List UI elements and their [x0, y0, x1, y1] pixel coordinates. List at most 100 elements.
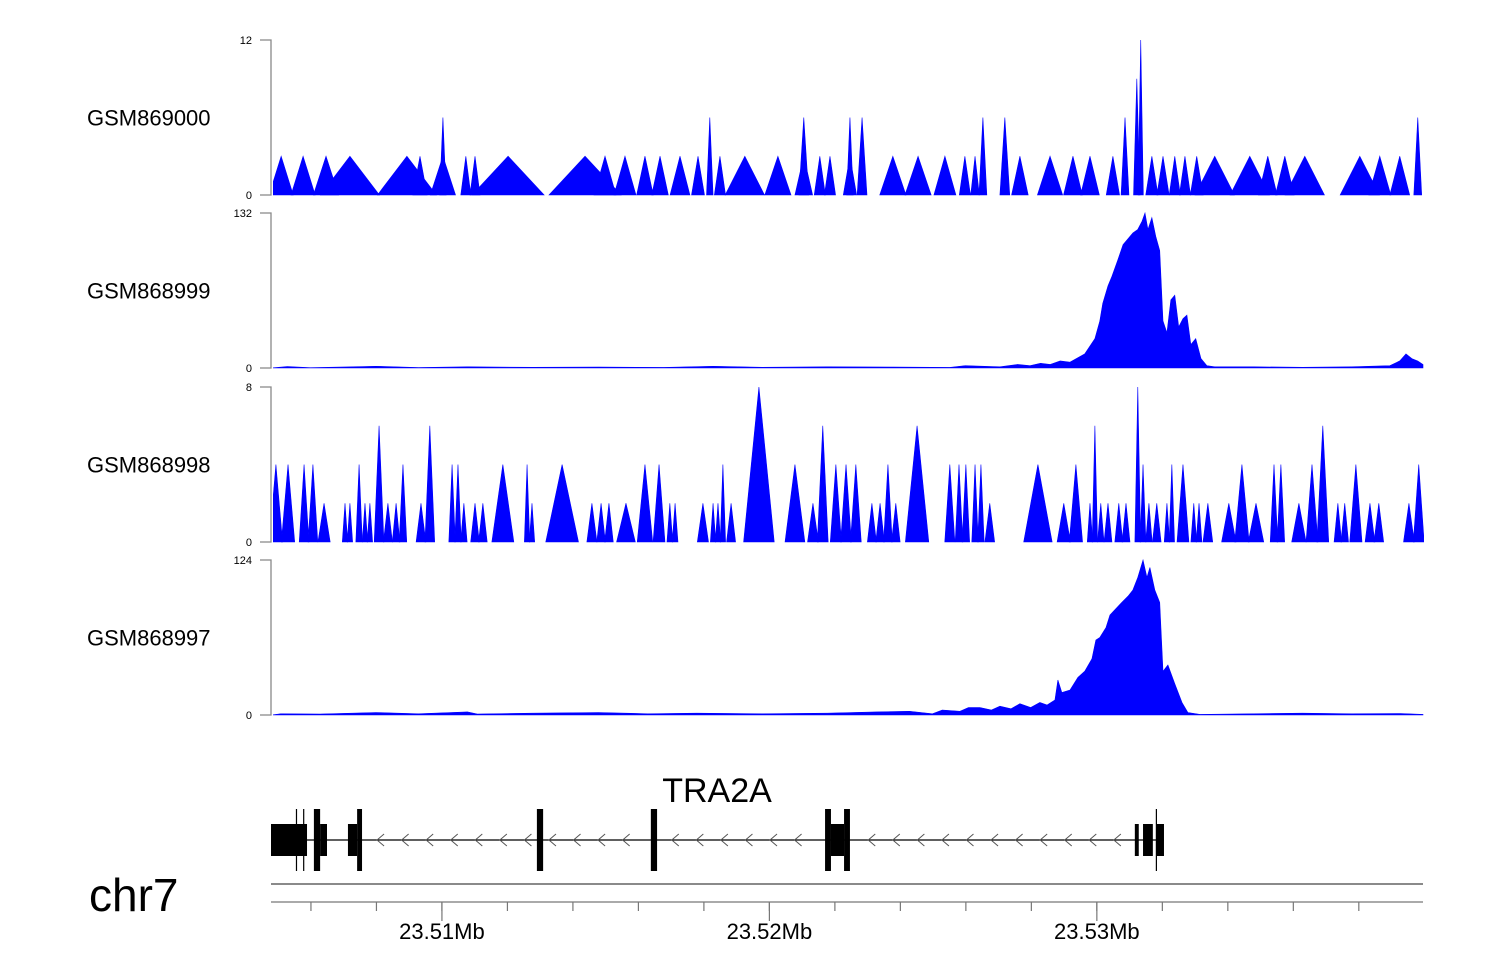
- track-gsm868999: GSM868999 132 0: [87, 208, 1424, 375]
- signal-peak: [1247, 503, 1265, 543]
- signal-peak: [1316, 425, 1330, 543]
- signal-peak: [454, 464, 462, 543]
- signal-peak: [691, 156, 705, 196]
- signal-peak: [1152, 503, 1162, 543]
- signal-peak: [1234, 464, 1250, 543]
- signal-peak: [317, 503, 331, 543]
- signal-peak: [891, 503, 901, 543]
- strand-arrow-icon: [597, 833, 606, 847]
- coding-exon: [650, 809, 658, 871]
- signal-peak: [724, 155, 765, 196]
- strand-arrow-icon: [499, 833, 508, 847]
- signal-peak: [1413, 464, 1424, 543]
- signal-peak: [879, 155, 907, 196]
- signal-peak: [528, 503, 536, 543]
- signal-peak: [1168, 464, 1175, 543]
- strand-arrow-icon: [1039, 833, 1048, 847]
- signal-peak: [1195, 503, 1203, 543]
- signal-peak: [1179, 156, 1191, 196]
- signal-peak: [1145, 503, 1153, 543]
- signal-peak: [743, 386, 775, 543]
- signal-peak: [1114, 503, 1124, 543]
- signal-peak: [1413, 117, 1423, 196]
- signal-peak: [1168, 156, 1181, 196]
- track-name: GSM869000: [87, 106, 211, 131]
- utr-exon: [830, 824, 845, 856]
- coding-exon: [357, 809, 363, 871]
- axis-tick-label: 23.53Mb: [1054, 919, 1140, 944]
- signal-peak: [290, 155, 316, 196]
- signal-peak: [273, 155, 294, 196]
- signal-peak: [636, 464, 654, 543]
- signal-peak: [875, 503, 885, 543]
- coding-exon: [313, 809, 321, 871]
- track-data: [273, 558, 1424, 716]
- track-data: [273, 386, 1424, 543]
- signal-peak: [636, 156, 654, 196]
- strand-arrow-icon: [1088, 833, 1097, 847]
- chromosome-label: chr7: [89, 869, 178, 921]
- signal-peak: [1137, 39, 1144, 196]
- signal-peak: [846, 117, 854, 196]
- signal-peak: [1284, 155, 1325, 196]
- y-tick-label-max: 124: [234, 555, 252, 567]
- signal-peak: [798, 117, 810, 196]
- track-name: GSM868998: [87, 453, 211, 478]
- y-axis: [260, 386, 272, 543]
- signal-peak: [824, 156, 836, 196]
- strand-arrow-icon: [1014, 833, 1023, 847]
- signal-peak: [905, 425, 930, 543]
- track-gsm868998: GSM868998 8 0: [87, 382, 1424, 549]
- y-tick-label-min: 0: [246, 363, 252, 375]
- y-tick-label-min: 0: [246, 190, 252, 202]
- signal-peak: [1269, 464, 1279, 543]
- signal-peak: [366, 503, 373, 543]
- signal-peak: [933, 155, 957, 196]
- strand-arrow-icon: [523, 833, 532, 847]
- strand-arrow-icon: [941, 833, 950, 847]
- signal-peak: [961, 464, 970, 543]
- signal-peak: [1364, 503, 1376, 543]
- track-gsm869000: GSM869000 12 0: [87, 35, 1423, 202]
- signal-peak: [616, 503, 636, 543]
- strand-arrow-icon: [1063, 833, 1073, 847]
- signal-peak: [1340, 503, 1349, 543]
- coding-exon: [295, 809, 298, 871]
- signal-peak: [470, 503, 480, 543]
- signal-peak: [984, 503, 995, 543]
- signal-peak: [1349, 464, 1363, 543]
- signal-peak: [424, 425, 435, 543]
- signal-peak: [1163, 503, 1170, 543]
- utr-exon: [347, 824, 358, 856]
- signal-peak: [1134, 386, 1141, 543]
- signal-peak: [346, 503, 353, 543]
- signal-peak: [1145, 156, 1159, 196]
- signal-peak: [666, 503, 674, 543]
- strand-arrow-icon: [769, 833, 778, 847]
- signal-peak: [1389, 156, 1411, 196]
- strand-arrow-icon: [474, 833, 483, 847]
- signal-peak: [1403, 503, 1415, 543]
- signal-peak: [361, 503, 369, 543]
- strand-arrow-icon: [720, 833, 729, 847]
- coding-exon: [844, 809, 850, 871]
- y-axis: [260, 212, 272, 369]
- strand-arrow-icon: [671, 833, 680, 847]
- signal-peak: [1121, 503, 1131, 543]
- signal-peak: [1373, 503, 1384, 543]
- axis-tick-label: 23.52Mb: [727, 919, 813, 944]
- signal-peak: [958, 156, 971, 196]
- signal-peak: [1011, 156, 1029, 196]
- genome-axis: 23.51Mb 23.52Mb 23.53Mb: [271, 883, 1423, 944]
- signal-peak: [867, 503, 877, 543]
- coding-exon: [1155, 809, 1157, 871]
- signal-peak: [298, 464, 310, 543]
- signal-peak: [373, 425, 385, 543]
- strand-arrow-icon: [400, 833, 409, 847]
- utr-exon: [1156, 824, 1164, 856]
- track-name: GSM868999: [87, 279, 211, 304]
- track-data: [273, 211, 1424, 369]
- coverage-area: [273, 558, 1424, 716]
- gene-track: TRA2A: [271, 772, 1164, 871]
- strand-arrow-icon: [695, 833, 704, 847]
